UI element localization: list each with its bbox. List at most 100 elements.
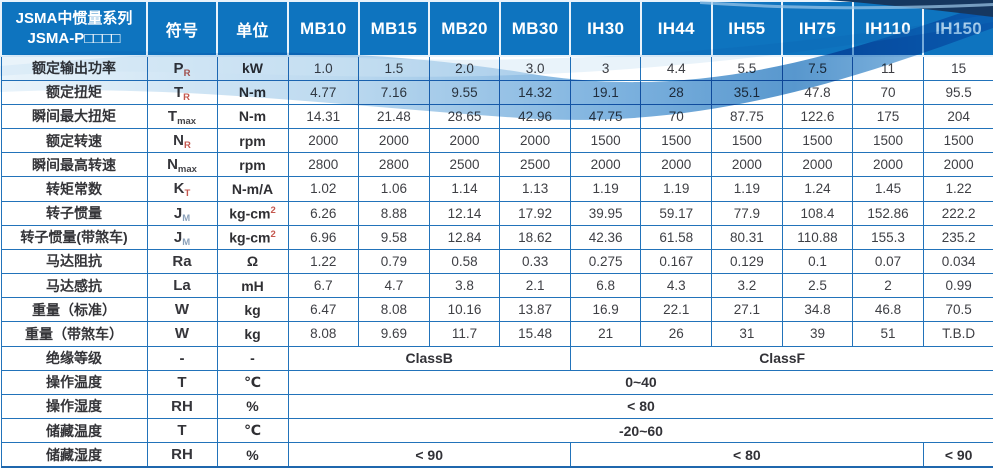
value-cell: 2000	[428, 128, 501, 154]
value-cell: 46.8	[852, 297, 924, 323]
value-cell: 10.16	[428, 297, 501, 323]
unit-cell: kW	[216, 55, 289, 81]
value-cell: 19.1	[569, 79, 642, 105]
value-cell: 1500	[640, 128, 713, 154]
value-cell: 108.4	[781, 200, 854, 226]
value-cell: 152.86	[852, 200, 924, 226]
spec-label: 绝缘等级	[0, 345, 148, 371]
unit-cell: N-m	[216, 79, 289, 105]
value-cell: 2.5	[781, 273, 854, 299]
value-cell: 5.5	[711, 55, 783, 81]
value-cell: 6.96	[287, 224, 360, 250]
value-cell: 2000	[569, 152, 642, 178]
value-cell: 1.19	[569, 176, 642, 202]
model-header-ih30: IH30	[569, 0, 642, 57]
spec-label: 额定转速	[0, 128, 148, 154]
symbol-cell: KT	[146, 176, 218, 202]
symbol-subscript: R	[183, 91, 191, 103]
value-cell: 13.87	[499, 297, 571, 323]
value-cell: 1500	[922, 128, 993, 154]
value-cell: 6.26	[287, 200, 360, 226]
value-cell: 8.08	[287, 321, 360, 347]
spec-row: 瞬间最大扭矩 Tmax N-m 14.31 21.48 28.65 42.96 47.75 70…	[0, 103, 993, 130]
spec-row: 操作湿度 RH% < 80	[0, 393, 993, 420]
spec-row: 额定输出功率 PR kW 1.0 1.5 2.0 3.0 3 4.4 5.5 7.5 11 15	[0, 55, 993, 81]
unit-superscript: 2	[270, 228, 276, 240]
value-cell: 1.22	[922, 176, 993, 202]
value-cell: T.B.D	[922, 321, 993, 347]
symbol-cell: W	[146, 297, 218, 323]
symbol-cell: PR	[146, 55, 218, 81]
spec-label: 马达感抗	[0, 273, 148, 299]
model-header-ih110: IH110	[851, 0, 925, 57]
spec-row: 储藏温度 T ℃ -20~60	[0, 418, 993, 444]
value-cell: 61.58	[640, 224, 713, 250]
merged-value-cell: ClassF	[569, 345, 993, 371]
spec-label: 瞬间最高转速	[0, 152, 148, 178]
header-row: JSMA中惯量系列 JSMA-P□□□□ 符号 单位 MB10 MB15 MB20 M…	[0, 0, 993, 57]
spec-label: 额定输出功率	[0, 55, 148, 81]
symbol-cell: W	[146, 321, 218, 347]
symbol-cell: NR	[146, 128, 218, 154]
value-cell: 21	[569, 321, 642, 347]
symbol-subscript: M	[182, 236, 191, 248]
spec-label: 重量（带煞车）	[0, 321, 148, 347]
value-cell: 9.55	[428, 79, 501, 105]
value-cell: 8.88	[358, 200, 430, 226]
symbol-cell: TR	[146, 79, 218, 105]
value-cell: 2.1	[499, 273, 571, 299]
symbol-cell: JM	[146, 200, 218, 226]
value-cell: 6.47	[287, 297, 360, 323]
value-cell: 59.17	[640, 200, 713, 226]
unit-cell: rpm	[216, 128, 289, 154]
value-cell: 12.84	[428, 224, 501, 250]
value-cell: 8.08	[358, 297, 430, 323]
symbol-subscript: R	[183, 67, 191, 79]
value-cell: 15	[922, 55, 993, 81]
value-cell: 2000	[640, 152, 713, 178]
value-cell: 6.7	[287, 273, 360, 299]
symbol-column-header: 符号	[146, 0, 218, 57]
merged-value-cell: < 90	[287, 442, 571, 468]
value-cell: 1.02	[287, 176, 360, 202]
value-cell: 34.8	[781, 297, 854, 323]
symbol-cell: Ra	[146, 248, 218, 275]
value-cell: 1.22	[287, 248, 360, 275]
value-cell: 0.275	[569, 248, 642, 275]
value-cell: 2000	[287, 128, 360, 154]
spec-label: 瞬间最大扭矩	[0, 103, 148, 130]
value-cell: 0.33	[499, 248, 571, 275]
unit-cell: kg-cm2	[216, 224, 289, 250]
value-cell: 11.7	[428, 321, 501, 347]
value-cell: 0.034	[922, 248, 993, 275]
value-cell: 1.0	[287, 55, 360, 81]
value-cell: 15.48	[499, 321, 571, 347]
value-cell: 4.3	[640, 273, 713, 299]
value-cell: 95.5	[922, 79, 993, 105]
spec-row: 马达阻抗 Ra Ω 1.22 0.79 0.58 0.33 0.275 0.167 0.129 0.…	[0, 248, 993, 275]
symbol-cell: -	[146, 345, 218, 371]
value-cell: 77.9	[711, 200, 783, 226]
unit-cell: %	[216, 442, 289, 468]
spec-label: 马达阻抗	[0, 248, 148, 275]
series-title-line1: JSMA中惯量系列	[15, 10, 133, 27]
unit-cell: Ω	[216, 248, 289, 275]
spec-label: 操作湿度	[0, 393, 148, 420]
spec-row: 瞬间最高转速 Nmax rpm 2800 2800 2500 2500 2000 2000 200…	[0, 152, 993, 178]
value-cell: 6.8	[569, 273, 642, 299]
spec-label: 转子惯量(带煞车)	[0, 224, 148, 250]
value-cell: 1500	[781, 128, 854, 154]
value-cell: 28	[640, 79, 713, 105]
value-cell: 0.07	[852, 248, 924, 275]
value-cell: 3.0	[499, 55, 571, 81]
merged-value-cell: < 80	[287, 393, 993, 420]
spec-label: 重量（标准）	[0, 297, 148, 323]
value-cell: 80.31	[711, 224, 783, 250]
value-cell: 3.8	[428, 273, 501, 299]
model-header-mb10: MB10	[287, 0, 360, 57]
value-cell: 70	[640, 103, 713, 130]
